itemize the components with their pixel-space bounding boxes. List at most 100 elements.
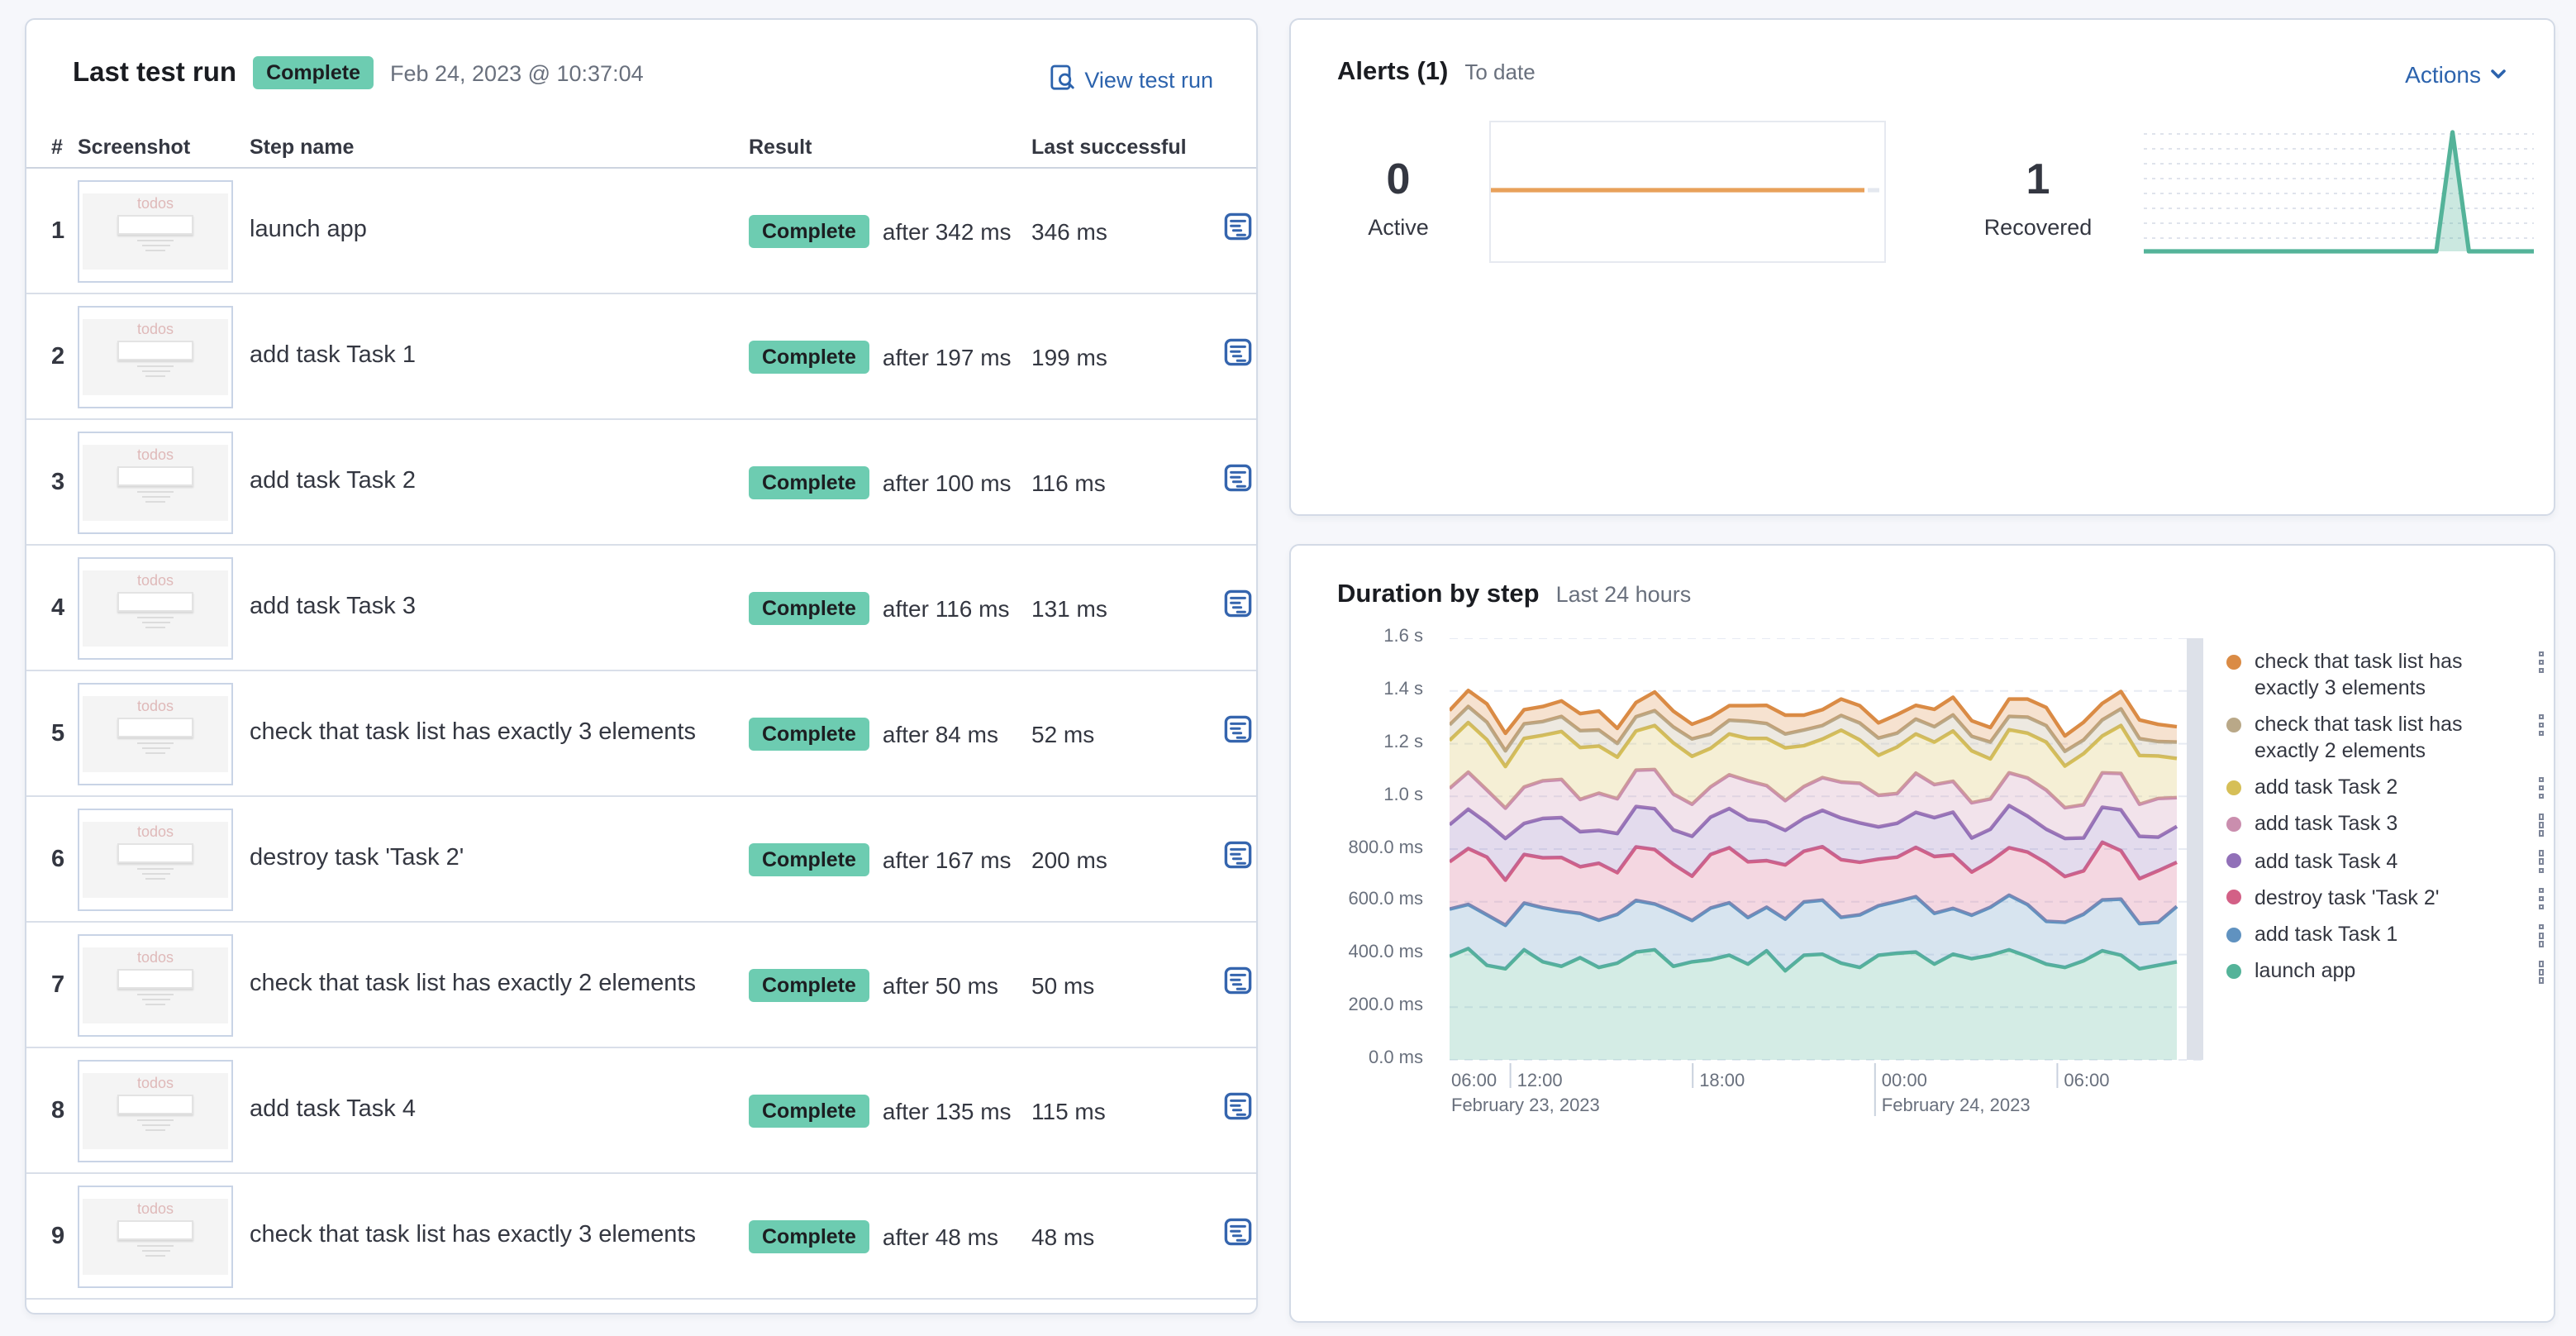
y-axis-tick-label: 1.2 s [1383, 732, 1423, 752]
thumbnail-preview: todos [83, 310, 228, 403]
legend-item[interactable]: add task Task 2 [2226, 774, 2544, 801]
step-status-badge: Complete [749, 214, 869, 247]
step-after: after 50 ms [882, 971, 998, 998]
step-screenshot-thumbnail[interactable]: todos [78, 1059, 233, 1162]
recovered-alerts-label: Recovered [1983, 215, 2093, 240]
thumbnail-todos-label: todos [136, 1074, 174, 1090]
steps-table-body: 1 todos launch app Complete after 342 ms… [26, 169, 1256, 1300]
legend-menu-kebab-icon[interactable] [2538, 923, 2544, 948]
step-screenshot-thumbnail[interactable]: todos [78, 431, 233, 533]
y-axis-tick-label: 600.0 ms [1348, 890, 1424, 910]
step-number: 8 [51, 1097, 65, 1124]
step-detail-icon[interactable] [1223, 337, 1253, 375]
step-screenshot-thumbnail[interactable]: todos [78, 1185, 233, 1287]
legend-item[interactable]: check that task list has exactly 3 eleme… [2226, 648, 2544, 701]
thumbnail-footer-lines [83, 993, 228, 1005]
actions-label: Actions [2405, 61, 2481, 88]
step-detail-icon[interactable] [1223, 966, 1253, 1004]
thumbnail-footer-lines [83, 1119, 228, 1131]
step-last-successful: 199 ms [1031, 343, 1107, 370]
step-name: check that task list has exactly 3 eleme… [250, 719, 696, 746]
step-number: 3 [51, 469, 65, 495]
step-screenshot-thumbnail[interactable]: todos [78, 556, 233, 659]
step-detail-icon[interactable] [1223, 463, 1253, 501]
step-number: 6 [51, 846, 65, 872]
thumbnail-todos-label: todos [136, 948, 174, 965]
step-after: after 167 ms [882, 846, 1012, 872]
legend-color-dot [2226, 853, 2241, 869]
legend-item[interactable]: launch app [2226, 958, 2544, 985]
step-status-badge: Complete [749, 1094, 869, 1127]
legend-color-dot [2226, 927, 2241, 942]
active-alerts-label: Active [1368, 215, 1429, 240]
legend-menu-kebab-icon[interactable] [2538, 775, 2544, 801]
y-axis-tick-label: 400.0 ms [1348, 942, 1424, 963]
step-screenshot-thumbnail[interactable]: todos [78, 179, 233, 282]
alerts-actions-button[interactable]: Actions [2405, 61, 2507, 88]
thumbnail-input-card [117, 842, 193, 862]
step-name: launch app [250, 217, 367, 243]
test-run-timestamp: Feb 24, 2023 @ 10:37:04 [389, 60, 644, 85]
thumbnail-preview: todos [83, 1190, 228, 1282]
step-screenshot-thumbnail[interactable]: todos [78, 808, 233, 910]
legend-label: destroy task 'Task 2' [2255, 885, 2440, 909]
step-detail-icon[interactable] [1223, 1091, 1253, 1129]
alerts-title: Alerts (1) [1337, 58, 1449, 86]
svg-text:06:00: 06:00 [2064, 1070, 2109, 1090]
step-last-successful: 52 ms [1031, 720, 1095, 747]
legend-item[interactable]: check that task list has exactly 2 eleme… [2226, 711, 2544, 764]
step-detail-icon[interactable] [1223, 714, 1253, 752]
duration-by-step-panel: Duration by step Last 24 hours 1.6 s 1.4 … [1289, 544, 2555, 1323]
legend-label: check that task list has exactly 2 eleme… [2255, 713, 2463, 762]
step-screenshot-thumbnail[interactable]: todos [78, 933, 233, 1036]
col-step-name: Step name [250, 135, 355, 158]
view-test-run-link[interactable]: View test run [1050, 64, 1213, 96]
step-after: after 116 ms [882, 594, 1010, 621]
step-after: after 342 ms [882, 217, 1012, 244]
legend-item[interactable]: add task Task 3 [2226, 811, 2544, 838]
step-detail-icon[interactable] [1223, 1217, 1253, 1255]
svg-text:February 24, 2023: February 24, 2023 [1882, 1095, 2031, 1115]
step-detail-icon[interactable] [1223, 212, 1253, 250]
step-status-badge: Complete [749, 717, 869, 750]
legend-menu-kebab-icon[interactable] [2538, 713, 2544, 738]
legend-menu-kebab-icon[interactable] [2538, 886, 2544, 912]
thumbnail-footer-lines [83, 365, 228, 377]
step-table-row: 8 todos add task Task 4 Complete after 1… [26, 1048, 1256, 1174]
thumbnail-preview: todos [83, 1064, 228, 1157]
legend-item[interactable]: add task Task 1 [2226, 921, 2544, 948]
step-after: after 48 ms [882, 1223, 998, 1249]
step-number: 4 [51, 594, 65, 621]
recovered-alerts-sparkline[interactable] [2144, 121, 2534, 260]
step-detail-icon[interactable] [1223, 589, 1253, 627]
active-alerts-sparkline[interactable] [1489, 121, 1886, 263]
y-axis-tick-label: 1.6 s [1383, 627, 1423, 647]
thumbnail-input-card [117, 591, 193, 611]
duration-chart[interactable]: 06:00 12:00 18:00 00:00 06:00 February 23, 20… [1448, 637, 2203, 1136]
step-name: check that task list has exactly 2 eleme… [250, 971, 696, 997]
legend-menu-kebab-icon[interactable] [2538, 960, 2544, 985]
legend-item[interactable]: add task Task 4 [2226, 847, 2544, 875]
duration-chart-svg: 06:00 12:00 18:00 00:00 06:00 February 23, 20… [1448, 637, 2203, 1116]
legend-menu-kebab-icon[interactable] [2538, 813, 2544, 838]
step-detail-icon[interactable] [1223, 840, 1253, 878]
active-alerts-stat: 0 Active [1340, 155, 1456, 240]
step-last-successful: 50 ms [1031, 971, 1095, 998]
step-after: after 84 ms [882, 720, 998, 747]
step-table-row: 1 todos launch app Complete after 342 ms… [26, 169, 1256, 294]
step-status-badge: Complete [749, 842, 869, 876]
duration-legend: check that task list has exactly 3 eleme… [2226, 648, 2544, 995]
step-last-successful: 115 ms [1031, 1097, 1106, 1124]
thumbnail-todos-label: todos [136, 320, 174, 336]
legend-item[interactable]: destroy task 'Task 2' [2226, 885, 2544, 912]
step-screenshot-thumbnail[interactable]: todos [78, 682, 233, 785]
step-screenshot-thumbnail[interactable]: todos [78, 305, 233, 408]
legend-menu-kebab-icon[interactable] [2538, 650, 2544, 675]
legend-menu-kebab-icon[interactable] [2538, 849, 2544, 875]
legend-label: launch app [2255, 959, 2356, 983]
chevron-down-icon [2489, 61, 2507, 88]
step-name: check that task list has exactly 3 eleme… [250, 1222, 696, 1248]
thumbnail-todos-label: todos [136, 446, 174, 462]
legend-color-dot [2226, 780, 2241, 794]
legend-color-dot [2226, 963, 2241, 979]
